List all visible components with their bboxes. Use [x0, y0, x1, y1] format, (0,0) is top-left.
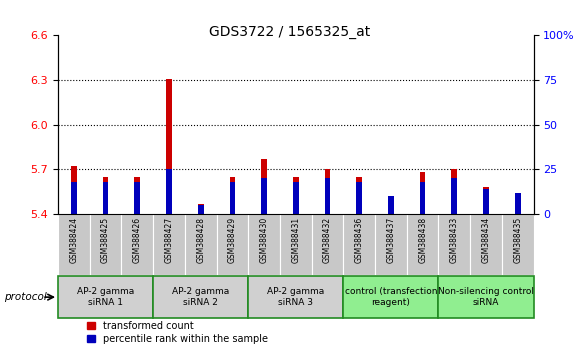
Text: GSM388434: GSM388434	[481, 217, 491, 263]
FancyBboxPatch shape	[216, 214, 248, 275]
FancyBboxPatch shape	[343, 276, 438, 318]
FancyBboxPatch shape	[280, 214, 311, 275]
Bar	[293, 182, 299, 214]
Legend: transformed count, percentile rank within the sample: transformed count, percentile rank withi…	[86, 321, 268, 344]
Bar	[483, 189, 489, 214]
Text: GSM388431: GSM388431	[291, 217, 300, 263]
FancyBboxPatch shape	[375, 214, 407, 275]
Bar	[230, 177, 235, 214]
FancyBboxPatch shape	[248, 276, 343, 318]
Bar	[420, 182, 426, 214]
FancyBboxPatch shape	[58, 214, 90, 275]
Bar	[135, 177, 140, 214]
Text: GSM388426: GSM388426	[133, 217, 142, 263]
Bar	[325, 178, 331, 214]
Text: GSM388437: GSM388437	[386, 217, 396, 263]
Bar	[261, 159, 267, 214]
Bar	[356, 177, 362, 214]
Bar	[515, 199, 521, 214]
FancyBboxPatch shape	[248, 214, 280, 275]
Bar	[388, 196, 394, 214]
Text: AP-2 gamma
siRNA 3: AP-2 gamma siRNA 3	[267, 287, 324, 307]
Bar	[198, 205, 204, 214]
FancyBboxPatch shape	[121, 214, 153, 275]
Bar	[71, 166, 77, 214]
FancyBboxPatch shape	[311, 214, 343, 275]
Bar	[388, 199, 394, 214]
Text: GSM388433: GSM388433	[450, 217, 459, 263]
Text: GSM388425: GSM388425	[101, 217, 110, 263]
Bar	[135, 182, 140, 214]
Bar	[420, 172, 426, 214]
FancyBboxPatch shape	[58, 276, 153, 318]
FancyBboxPatch shape	[470, 214, 502, 275]
FancyBboxPatch shape	[502, 214, 534, 275]
Text: GSM388436: GSM388436	[355, 217, 364, 263]
FancyBboxPatch shape	[153, 276, 248, 318]
Text: protocol: protocol	[4, 292, 47, 302]
Bar	[451, 178, 457, 214]
Text: AP-2 gamma
siRNA 1: AP-2 gamma siRNA 1	[77, 287, 134, 307]
Bar	[198, 204, 204, 214]
FancyBboxPatch shape	[90, 214, 121, 275]
FancyBboxPatch shape	[407, 214, 438, 275]
Text: GSM388432: GSM388432	[323, 217, 332, 263]
Text: GSM388424: GSM388424	[70, 217, 78, 263]
FancyBboxPatch shape	[185, 214, 216, 275]
Bar	[230, 182, 235, 214]
Bar	[356, 182, 362, 214]
FancyBboxPatch shape	[343, 214, 375, 275]
FancyBboxPatch shape	[438, 276, 534, 318]
Text: GDS3722 / 1565325_at: GDS3722 / 1565325_at	[209, 25, 371, 39]
FancyBboxPatch shape	[153, 214, 185, 275]
Bar	[166, 170, 172, 214]
FancyBboxPatch shape	[438, 214, 470, 275]
Text: GSM388430: GSM388430	[260, 217, 269, 263]
Bar	[103, 177, 108, 214]
Text: GSM388429: GSM388429	[228, 217, 237, 263]
Bar	[483, 187, 489, 214]
Text: GSM388428: GSM388428	[196, 217, 205, 263]
Text: control (transfection
reagent): control (transfection reagent)	[345, 287, 437, 307]
Text: Non-silencing control
siRNA: Non-silencing control siRNA	[438, 287, 534, 307]
Text: GSM388427: GSM388427	[165, 217, 173, 263]
Bar	[166, 79, 172, 214]
Bar	[103, 182, 108, 214]
Bar	[325, 170, 331, 214]
Text: AP-2 gamma
siRNA 2: AP-2 gamma siRNA 2	[172, 287, 229, 307]
Bar	[293, 177, 299, 214]
Text: GSM388438: GSM388438	[418, 217, 427, 263]
Bar	[515, 193, 521, 214]
Bar	[71, 182, 77, 214]
Bar	[261, 178, 267, 214]
Text: GSM388435: GSM388435	[513, 217, 522, 263]
Bar	[451, 170, 457, 214]
